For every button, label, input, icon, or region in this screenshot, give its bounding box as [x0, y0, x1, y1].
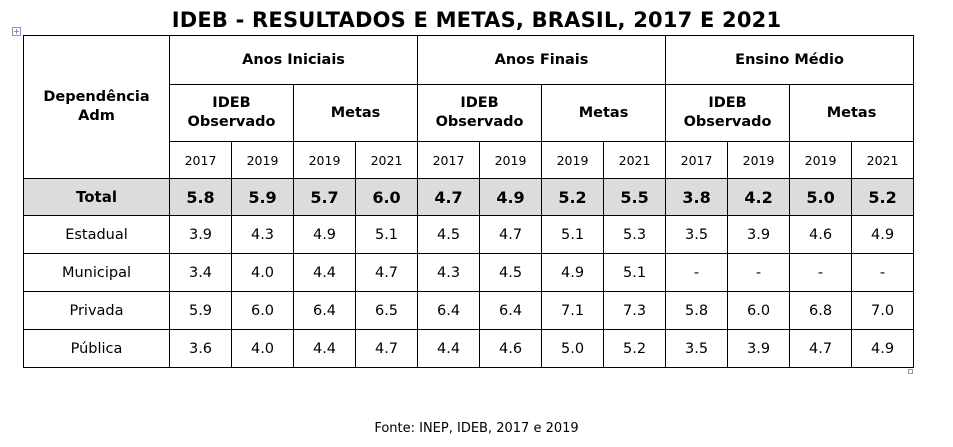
- value-cell: 5.5: [603, 178, 667, 216]
- value-cell: 6.4: [417, 291, 481, 330]
- year-header: 2017: [417, 141, 481, 179]
- sub-header-goals: Metas: [292, 84, 419, 142]
- value-cell: 5.1: [541, 215, 605, 254]
- value-cell: 4.9: [293, 215, 356, 254]
- value-cell: 4.3: [417, 253, 481, 292]
- page-title: IDEB - RESULTADOS E METAS, BRASIL, 2017 …: [171, 8, 782, 32]
- value-cell: 3.9: [727, 329, 791, 368]
- value-cell: 4.7: [479, 215, 543, 254]
- value-cell: 4.4: [293, 253, 356, 292]
- row-label: Estadual: [23, 215, 170, 254]
- value-cell: 4.6: [789, 215, 853, 254]
- value-cell: 4.4: [417, 329, 481, 368]
- year-header: 2019: [479, 141, 543, 179]
- ideb-table: Dependência Adm Anos Iniciais Anos Finai…: [23, 35, 915, 368]
- value-cell: 6.4: [293, 291, 356, 330]
- sub-header-observed: IDEB Observado: [665, 84, 791, 142]
- year-header: 2019: [293, 141, 356, 179]
- value-cell: -: [665, 253, 729, 292]
- value-cell: 3.9: [727, 215, 791, 254]
- row-label: Privada: [23, 291, 170, 330]
- year-header: 2021: [603, 141, 667, 179]
- row-header-dependencia: Dependência Adm: [23, 35, 170, 179]
- value-cell: 5.0: [789, 178, 853, 216]
- row-label: Municipal: [23, 253, 170, 292]
- group-header: Anos Iniciais: [168, 35, 419, 85]
- value-cell: 6.5: [354, 291, 419, 330]
- sub-header-goals: Metas: [541, 84, 667, 142]
- value-cell: 5.2: [851, 178, 915, 216]
- value-cell: 6.0: [354, 178, 419, 216]
- value-cell: 3.4: [169, 253, 232, 292]
- value-cell: 4.6: [479, 329, 543, 368]
- value-cell: 6.0: [727, 291, 791, 330]
- sub-header-goals: Metas: [789, 84, 915, 142]
- group-header: Ensino Médio: [665, 35, 915, 85]
- table-row: Estadual 3.9 4.3 4.9 5.1 4.5 4.7 5.1 5.3 3.5 3.9 4.…: [23, 215, 915, 254]
- sub-header-observed: IDEB Observado: [417, 84, 543, 142]
- value-cell: 4.4: [293, 329, 356, 368]
- table-row: Privada 5.9 6.0 6.4 6.5 6.4 6.4 7.1 7.3 5.8 6.0 6.8…: [23, 291, 915, 330]
- table-row: Total 5.8 5.9 5.7 6.0 4.7 4.9 5.2 5.5 3.8 4.2 5.0 5.…: [23, 178, 915, 216]
- row-label: Pública: [23, 329, 170, 368]
- value-cell: 3.6: [169, 329, 232, 368]
- value-cell: 4.9: [479, 178, 543, 216]
- value-cell: 7.0: [851, 291, 915, 330]
- value-cell: 4.9: [541, 253, 605, 292]
- value-cell: 4.7: [354, 253, 419, 292]
- value-cell: 5.0: [541, 329, 605, 368]
- table-row: Pública 3.6 4.0 4.4 4.7 4.4 4.6 5.0 5.2 3.5 3.9 4.7…: [23, 329, 915, 368]
- sub-header-observed: IDEB Observado: [169, 84, 294, 142]
- value-cell: 5.9: [231, 178, 294, 216]
- value-cell: 4.5: [417, 215, 481, 254]
- value-cell: 5.9: [169, 291, 232, 330]
- value-cell: 5.1: [603, 253, 667, 292]
- group-header: Anos Finais: [417, 35, 667, 85]
- year-header: 2017: [665, 141, 729, 179]
- value-cell: 4.0: [231, 329, 294, 368]
- value-cell: 5.2: [603, 329, 667, 368]
- table-move-handle-icon[interactable]: +: [12, 27, 21, 36]
- value-cell: 4.9: [851, 215, 915, 254]
- value-cell: 4.0: [231, 253, 294, 292]
- value-cell: 5.8: [665, 291, 729, 330]
- value-cell: 7.3: [603, 291, 667, 330]
- value-cell: -: [789, 253, 853, 292]
- year-header: 2019: [541, 141, 605, 179]
- value-cell: 7.1: [541, 291, 605, 330]
- value-cell: 6.8: [789, 291, 853, 330]
- year-header: 2021: [354, 141, 419, 179]
- value-cell: 4.7: [789, 329, 853, 368]
- value-cell: 4.2: [727, 178, 791, 216]
- value-cell: 3.8: [665, 178, 729, 216]
- table-resize-handle-icon[interactable]: [908, 369, 913, 374]
- year-header: 2019: [789, 141, 853, 179]
- year-header: 2019: [231, 141, 294, 179]
- value-cell: 5.3: [603, 215, 667, 254]
- value-cell: 5.2: [541, 178, 605, 216]
- year-header: 2019: [727, 141, 791, 179]
- value-cell: -: [727, 253, 791, 292]
- value-cell: 5.7: [293, 178, 356, 216]
- value-cell: -: [851, 253, 915, 292]
- table-row: Municipal 3.4 4.0 4.4 4.7 4.3 4.5 4.9 5.1- - - -: [23, 253, 915, 292]
- value-cell: 4.7: [354, 329, 419, 368]
- value-cell: 3.5: [665, 215, 729, 254]
- value-cell: 6.4: [479, 291, 543, 330]
- value-cell: 5.1: [354, 215, 419, 254]
- value-cell: 3.9: [169, 215, 232, 254]
- source-note: Fonte: INEP, IDEB, 2017 e 2019: [374, 421, 579, 436]
- value-cell: 4.9: [851, 329, 915, 368]
- value-cell: 3.5: [665, 329, 729, 368]
- value-cell: 4.5: [479, 253, 543, 292]
- row-label: Total: [23, 178, 170, 216]
- year-header: 2021: [851, 141, 915, 179]
- year-header: 2017: [169, 141, 232, 179]
- value-cell: 4.7: [417, 178, 481, 216]
- value-cell: 6.0: [231, 291, 294, 330]
- value-cell: 4.3: [231, 215, 294, 254]
- value-cell: 5.8: [169, 178, 232, 216]
